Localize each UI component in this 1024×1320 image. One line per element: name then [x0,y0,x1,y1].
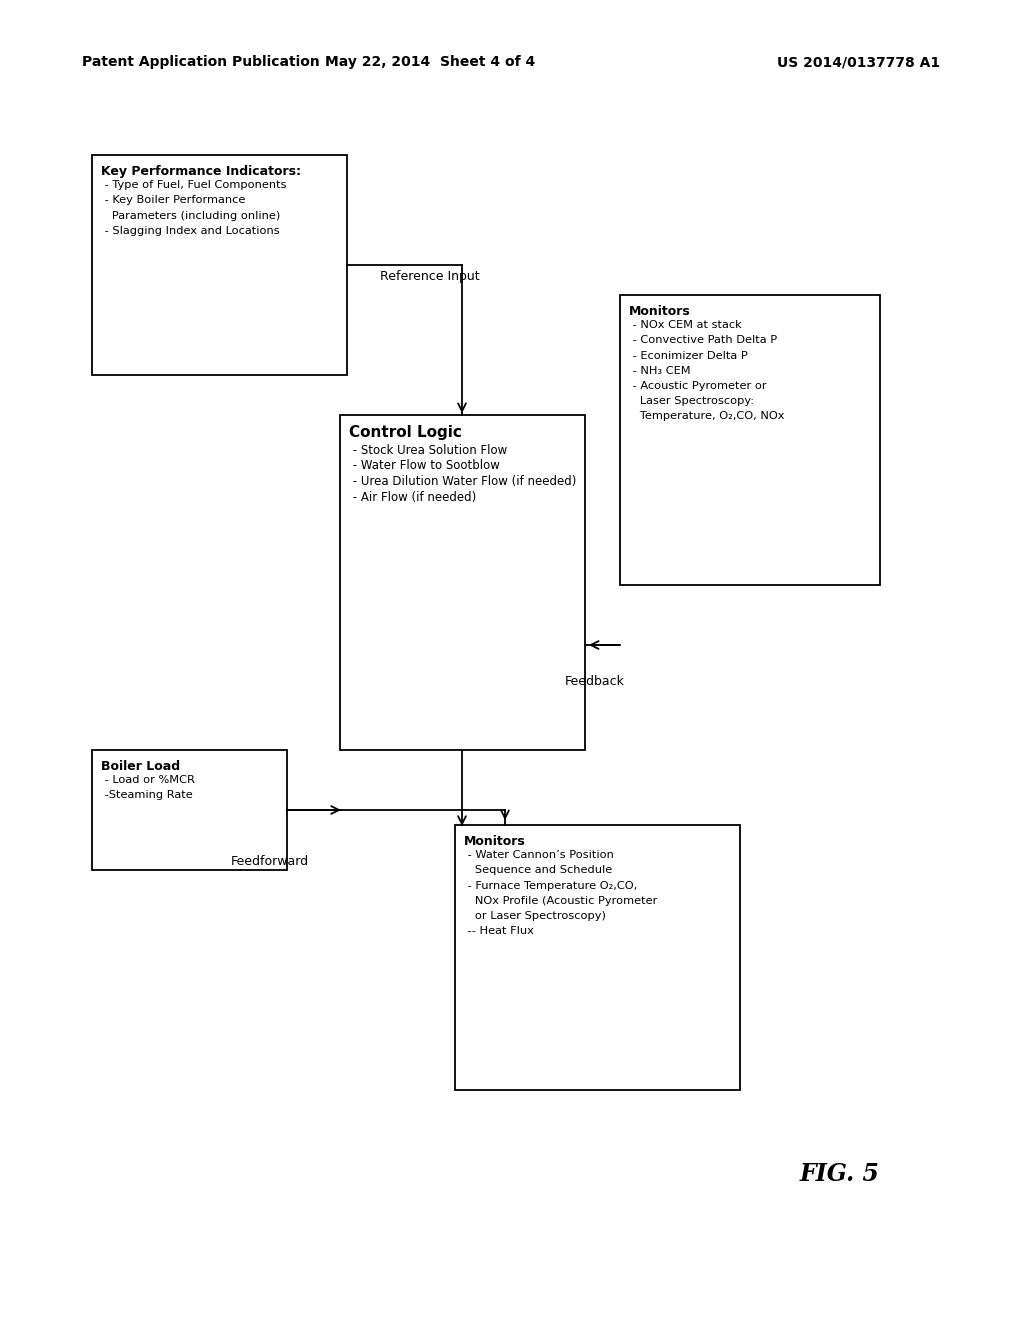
Bar [455,825,740,1090]
Text: - Water Cannon’s Position: - Water Cannon’s Position [464,850,613,861]
Bar [92,154,347,375]
Text: - Air Flow (if needed): - Air Flow (if needed) [349,491,476,504]
Text: FIG. 5: FIG. 5 [800,1162,880,1185]
Text: or Laser Spectroscopy): or Laser Spectroscopy) [464,911,606,921]
Text: US 2014/0137778 A1: US 2014/0137778 A1 [777,55,940,69]
Bar [620,294,880,585]
Text: - Acoustic Pyrometer or: - Acoustic Pyrometer or [629,381,767,391]
Text: Feedback: Feedback [565,675,625,688]
Text: - Urea Dilution Water Flow (if needed): - Urea Dilution Water Flow (if needed) [349,475,577,488]
Text: Patent Application Publication: Patent Application Publication [82,55,319,69]
Text: - Water Flow to Sootblow: - Water Flow to Sootblow [349,459,500,473]
Text: -- Heat Flux: -- Heat Flux [464,927,534,936]
Text: - Stock Urea Solution Flow: - Stock Urea Solution Flow [349,444,507,457]
Text: Reference Input: Reference Input [380,271,479,282]
Text: -Steaming Rate: -Steaming Rate [101,791,193,800]
Text: - NOx CEM at stack: - NOx CEM at stack [629,321,741,330]
Text: - Econimizer Delta P: - Econimizer Delta P [629,351,748,360]
Text: Control Logic: Control Logic [349,425,462,440]
Text: - NH₃ CEM: - NH₃ CEM [629,366,690,376]
Text: Boiler Load: Boiler Load [101,760,180,774]
Text: Sequence and Schedule: Sequence and Schedule [464,866,612,875]
Text: - Convective Path Delta P: - Convective Path Delta P [629,335,777,346]
Bar [340,414,585,750]
Text: Monitors: Monitors [629,305,691,318]
Text: - Key Boiler Performance: - Key Boiler Performance [101,195,246,206]
Bar [92,750,287,870]
Text: NOx Profile (Acoustic Pyrometer: NOx Profile (Acoustic Pyrometer [464,896,657,906]
Text: - Slagging Index and Locations: - Slagging Index and Locations [101,226,280,236]
Text: - Furnace Temperature O₂,CO,: - Furnace Temperature O₂,CO, [464,880,637,891]
Text: Feedforward: Feedforward [231,855,309,869]
Text: Parameters (including online): Parameters (including online) [101,211,281,220]
Text: - Load or %MCR: - Load or %MCR [101,775,195,785]
Text: - Type of Fuel, Fuel Components: - Type of Fuel, Fuel Components [101,181,287,190]
Text: Temperature, O₂,CO, NOx: Temperature, O₂,CO, NOx [629,412,784,421]
Text: May 22, 2014  Sheet 4 of 4: May 22, 2014 Sheet 4 of 4 [325,55,536,69]
Text: Key Performance Indicators:: Key Performance Indicators: [101,165,301,178]
Text: Monitors: Monitors [464,836,525,847]
Text: Laser Spectroscopy:: Laser Spectroscopy: [629,396,754,407]
